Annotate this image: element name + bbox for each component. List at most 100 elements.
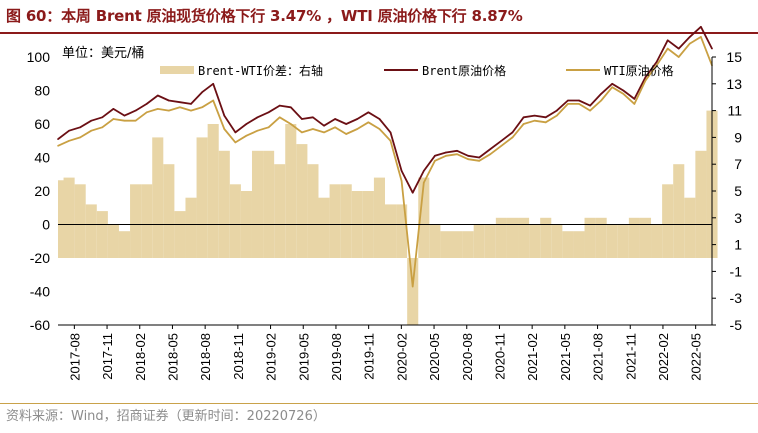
data-point <box>611 83 614 85</box>
source-note: 资料来源：Wind，招商证券（更新时间：20220726） <box>6 409 326 424</box>
data-point <box>666 47 669 50</box>
data-point <box>367 111 370 114</box>
spread-bar <box>562 231 574 258</box>
spread-bar <box>628 217 640 258</box>
spread-bar <box>462 231 474 258</box>
data-point <box>134 109 137 112</box>
spread-bar <box>396 204 408 258</box>
spread-bar <box>673 164 685 258</box>
spread-bar <box>174 211 186 258</box>
data-point <box>533 114 536 117</box>
data-point <box>434 155 436 157</box>
data-point <box>522 116 525 119</box>
data-point <box>112 108 115 110</box>
data-point <box>644 76 647 78</box>
x-tick-label: 2017-11 <box>100 333 115 380</box>
x-tick-label: 2021-02 <box>525 333 540 381</box>
spread-bar <box>340 184 352 258</box>
spread-bar <box>207 124 219 258</box>
spread-bar <box>584 217 596 258</box>
spread-bar <box>141 184 153 258</box>
x-tick-label: 2021-11 <box>623 333 638 380</box>
x-tick-label: 2022-02 <box>656 333 671 381</box>
data-point <box>422 181 425 184</box>
data-point <box>389 139 392 142</box>
spread-bar <box>196 137 208 258</box>
data-point <box>356 128 359 130</box>
data-point <box>234 141 237 144</box>
data-point <box>378 128 381 130</box>
data-point <box>467 158 469 160</box>
data-point <box>567 103 569 105</box>
data-point <box>533 119 536 122</box>
data-point <box>179 106 181 109</box>
data-point <box>644 79 647 82</box>
data-point <box>655 61 658 63</box>
right-tick-label: 3 <box>734 210 742 226</box>
data-point <box>666 39 669 42</box>
spread-bar <box>274 164 286 258</box>
data-point <box>356 118 359 120</box>
line-wti <box>57 36 713 288</box>
spread-bar <box>385 204 397 258</box>
spread-bar <box>63 177 75 258</box>
data-point <box>156 108 159 110</box>
spread-bar <box>107 224 119 258</box>
spread-bar <box>684 197 696 258</box>
data-point <box>68 129 70 132</box>
spread-bar <box>495 217 507 258</box>
x-tick-label: 2019-02 <box>264 333 279 381</box>
data-point <box>112 118 115 120</box>
spread-bar <box>229 184 241 258</box>
data-point <box>145 111 148 114</box>
spread-bar <box>429 224 441 258</box>
left-tick-label: 80 <box>34 83 50 99</box>
spread-bar <box>662 184 674 258</box>
left-tick-label: 0 <box>42 217 50 233</box>
source-divider <box>0 403 758 404</box>
data-point <box>234 131 237 134</box>
spread-bar <box>451 231 463 258</box>
spread-bar <box>595 217 607 258</box>
x-tick-label: 2022-05 <box>689 333 704 381</box>
data-point <box>267 111 270 114</box>
spread-bar <box>373 177 385 258</box>
spread-bar <box>296 144 308 258</box>
x-tick-label: 2017-08 <box>67 333 82 381</box>
data-point <box>79 136 81 139</box>
data-point <box>622 89 625 92</box>
spread-bar <box>473 224 485 258</box>
data-point <box>445 151 447 154</box>
data-point <box>301 131 303 134</box>
price-line-series <box>57 25 713 288</box>
data-point <box>378 118 381 120</box>
data-point <box>90 129 93 132</box>
right-tick-label: 5 <box>734 183 742 199</box>
data-point <box>677 56 680 58</box>
data-point <box>445 155 447 157</box>
right-tick-label: 15 <box>726 49 742 65</box>
data-point <box>589 109 591 112</box>
data-point <box>489 153 492 155</box>
data-point <box>101 116 104 119</box>
data-point <box>267 126 270 129</box>
data-point <box>245 134 248 137</box>
spread-bar <box>506 217 519 258</box>
x-tick-label: 2020-11 <box>492 333 507 380</box>
spread-bar <box>285 124 297 258</box>
legend-label: WTI原油价格 <box>604 63 674 78</box>
data-point <box>278 116 281 119</box>
left-tick-label: -60 <box>30 317 50 333</box>
data-point <box>334 126 336 129</box>
legend-swatch-spread <box>160 66 194 74</box>
data-point <box>278 104 281 107</box>
x-tick-label: 2020-05 <box>427 333 442 381</box>
data-point <box>345 123 348 125</box>
data-point <box>500 144 503 147</box>
spread-bar <box>639 217 652 258</box>
data-point <box>611 86 614 88</box>
data-point <box>223 114 226 117</box>
data-point <box>522 123 525 125</box>
spread-bar <box>695 150 707 258</box>
data-point <box>123 119 126 122</box>
